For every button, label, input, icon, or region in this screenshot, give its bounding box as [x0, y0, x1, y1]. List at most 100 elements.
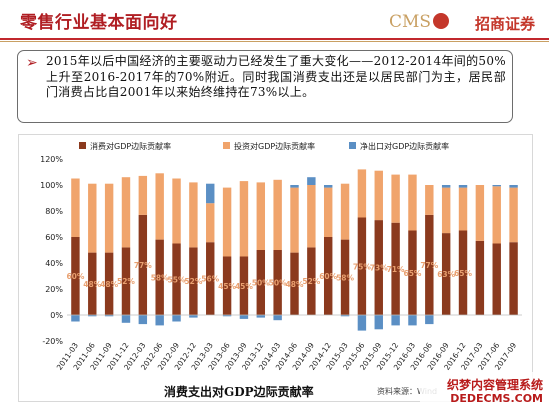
bar-s1-2012-12: [189, 247, 198, 315]
bar-s2-2016-12: [458, 187, 468, 231]
data-label: 63%: [437, 270, 455, 279]
bar-s3-2017-09: [509, 185, 518, 188]
bar-s3-2013-03: [206, 183, 215, 204]
bar-s3-2014-09: [307, 177, 316, 185]
data-label: 60%: [319, 272, 337, 281]
data-label: 52%: [184, 277, 202, 286]
bar-s1-2011-03: [71, 237, 80, 315]
bar-s2-2012-09: [172, 178, 181, 244]
bar-s1-2016-06: [425, 214, 434, 315]
bar-s3-2014-06: [290, 185, 299, 188]
header-divider: [0, 38, 549, 40]
y-tick-label: 120%: [40, 155, 63, 164]
bar-s1-2014-09: [307, 247, 316, 315]
bar-s2-2014-03: [273, 179, 282, 250]
arrow-bullet-icon: ➢: [26, 55, 38, 71]
data-label: 48%: [100, 280, 118, 289]
data-label: 50%: [269, 279, 287, 288]
bar-s3-2015-09: [374, 315, 383, 330]
bar-s2-2011-03: [71, 178, 80, 237]
data-label: 71%: [387, 265, 405, 274]
bar-s3-2011-09: [104, 315, 114, 317]
bar-s1-2013-12: [256, 250, 266, 315]
legend-swatch-1: [79, 142, 86, 149]
bar-s2-2015-06: [357, 169, 367, 218]
bar-s3-2013-09: [239, 315, 249, 319]
bar-s3-2011-03: [71, 315, 80, 322]
bar-s1-2013-06: [222, 256, 232, 315]
bar-s2-2014-06: [290, 187, 299, 253]
bar-s2-2013-06: [222, 187, 232, 257]
watermark-line-1: 织梦内容管理系统: [446, 378, 543, 392]
bar-s2-2014-09: [307, 185, 316, 248]
data-label: 45%: [235, 282, 253, 291]
bar-s3-2011-06: [88, 315, 97, 317]
bar-s3-2016-03: [408, 315, 417, 326]
bar-s1-2015-03: [340, 239, 350, 315]
data-label: 65%: [454, 269, 472, 278]
bar-s2-2011-09: [104, 183, 114, 253]
bar-s2-2013-09: [239, 181, 249, 257]
bar-s2-2013-12: [256, 182, 266, 250]
bar-s3-2014-03: [273, 315, 282, 321]
summary-text: 2015年以后中国经济的主要驱动力已经发生了重大变化——2012-2014年间的…: [46, 54, 506, 99]
bar-s1-2015-12: [391, 222, 400, 315]
bar-s1-2012-03: [138, 214, 148, 315]
source-note: 资料来源：Wind: [377, 387, 438, 396]
bar-s2-2016-06: [425, 185, 434, 215]
bar-s2-2014-12: [323, 187, 333, 237]
legend-swatch-3: [349, 142, 356, 149]
data-label: 65%: [403, 269, 421, 278]
bar-s2-2016-09: [441, 187, 451, 234]
y-tick-label: 60%: [45, 233, 63, 242]
data-label: 73%: [370, 264, 388, 273]
bar-s2-2017-09: [509, 187, 518, 243]
bar-s3-2011-12: [121, 315, 131, 323]
watermark: 织梦内容管理系统 DEDECMS.COM: [420, 372, 549, 412]
data-label: 48%: [83, 280, 101, 289]
logo-seal-icon: [433, 13, 449, 29]
y-tick-label: 100%: [40, 181, 63, 190]
data-label: 58%: [336, 273, 354, 282]
legend-label-3: 净出口对GDP边际贡献率: [360, 141, 449, 151]
data-label: 52%: [117, 277, 135, 286]
bar-s3-2016-09: [441, 185, 451, 188]
bar-s2-2015-09: [374, 170, 383, 221]
bar-s2-2016-03: [408, 174, 417, 231]
legend-label-2: 投资对GDP边际贡献率: [234, 141, 315, 151]
y-tick-label: -20%: [42, 337, 63, 346]
data-label: 50%: [252, 279, 270, 288]
bar-s1-2016-03: [408, 230, 417, 315]
bar-s2-2011-12: [121, 177, 131, 248]
watermark-line-2: DEDECMS.COM: [450, 392, 543, 405]
data-label: 77%: [134, 261, 152, 270]
data-label: 55%: [168, 275, 186, 284]
bar-s2-2012-12: [189, 182, 198, 248]
logo-latin: CMS: [388, 12, 431, 32]
bar-s2-2015-03: [340, 183, 350, 240]
bar-s3-2015-12: [391, 315, 400, 326]
data-label: 60%: [66, 272, 84, 281]
bar-s1-2017-03: [475, 240, 485, 315]
bar-s1-2017-09: [509, 242, 518, 315]
bar-s3-2012-09: [172, 315, 181, 322]
y-tick-label: 80%: [45, 207, 63, 216]
bar-s1-2017-06: [492, 243, 501, 315]
bar-s3-2016-12: [458, 185, 468, 188]
bar-s2-2012-06: [155, 173, 164, 240]
chart-panel: 消费对GDP边际贡献率 投资对GDP边际贡献率 净出口对GDP边际贡献率 -20% 0%…: [18, 134, 533, 402]
bar-s2-2017-03: [475, 185, 485, 241]
bar-s1-2014-06: [290, 252, 299, 315]
bar-s2-2012-03: [138, 175, 148, 215]
stacked-bar-chart: 消费对GDP边际贡献率 投资对GDP边际贡献率 净出口对GDP边际贡献率 -20% 0%…: [40, 141, 522, 372]
bar-s1-2012-09: [172, 243, 181, 315]
y-tick-label: 20%: [45, 285, 63, 294]
bar-s2-2017-06: [492, 186, 501, 244]
bar-s1-2016-12: [458, 230, 468, 315]
bar-s3-2014-12: [323, 185, 333, 188]
bar-s1-2011-06: [88, 252, 97, 315]
bar-s3-2013-06: [222, 315, 232, 317]
bar-s2-2015-12: [391, 174, 400, 223]
bar-s1-2016-09: [441, 233, 451, 315]
bar-s3-2016-06: [425, 315, 434, 325]
